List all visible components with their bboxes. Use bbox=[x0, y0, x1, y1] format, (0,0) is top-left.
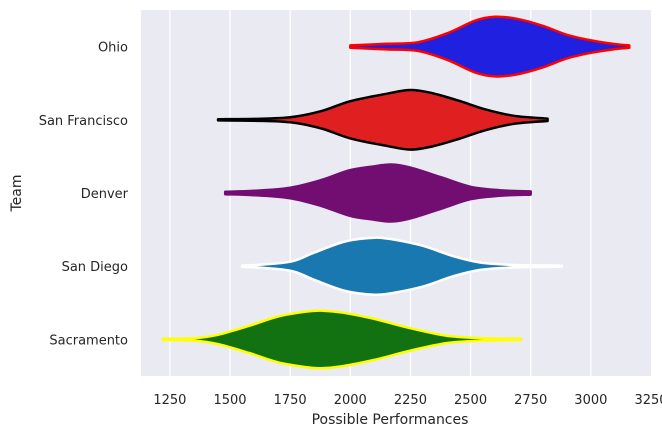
x-tick-label: 1750 bbox=[274, 393, 307, 408]
violin-denver bbox=[223, 163, 532, 223]
violin-san-diego bbox=[240, 236, 564, 297]
y-axis-label: Team bbox=[9, 174, 25, 212]
violin-san-francisco bbox=[216, 88, 549, 151]
x-tick-label: 2500 bbox=[454, 393, 487, 408]
x-tick-label: 3250 bbox=[634, 393, 662, 408]
violin-sacramento bbox=[161, 309, 523, 370]
y-tick-label: San Diego bbox=[62, 260, 128, 275]
violins bbox=[161, 15, 631, 370]
y-tick-label: San Francisco bbox=[39, 114, 128, 129]
x-axis-label: Possible Performances bbox=[312, 412, 469, 428]
x-tick-label: 2250 bbox=[394, 393, 427, 408]
x-tick-label: 1250 bbox=[153, 393, 186, 408]
y-tick-labels: Ohio San Francisco Denver San Diego Sacramen… bbox=[39, 41, 129, 349]
x-tick-labels: 1250 1500 1750 2000 2250 2500 2750 3000 3250 bbox=[153, 393, 662, 408]
violin-ohio bbox=[349, 15, 631, 78]
x-tick-label: 3000 bbox=[574, 393, 607, 408]
x-tick-label: 2000 bbox=[334, 393, 367, 408]
x-tick-label: 1500 bbox=[213, 393, 246, 408]
y-tick-label: Denver bbox=[81, 187, 129, 202]
y-tick-label: Ohio bbox=[98, 41, 128, 56]
x-tick-label: 2750 bbox=[514, 393, 547, 408]
y-tick-label: Sacramento bbox=[49, 333, 128, 348]
